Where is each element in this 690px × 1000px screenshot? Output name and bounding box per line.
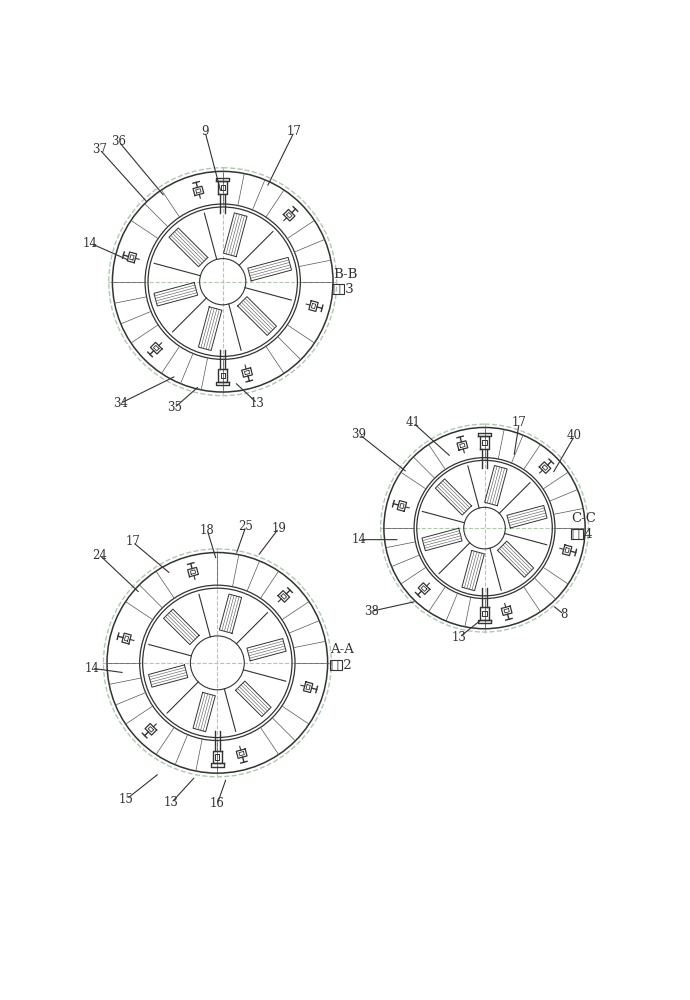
Text: 38: 38 <box>364 605 379 618</box>
Text: 37: 37 <box>92 143 107 156</box>
Text: 39: 39 <box>351 428 366 441</box>
Text: 9: 9 <box>201 125 209 138</box>
Text: 图 3: 图 3 <box>333 283 353 296</box>
Text: 8: 8 <box>560 608 567 621</box>
Text: 36: 36 <box>111 135 126 148</box>
Text: 14: 14 <box>84 662 99 675</box>
Text: 25: 25 <box>238 520 253 533</box>
Text: 34: 34 <box>113 397 128 410</box>
Text: A-A: A-A <box>331 643 355 656</box>
Text: 15: 15 <box>119 793 134 806</box>
Text: 41: 41 <box>406 416 420 429</box>
Text: 24: 24 <box>92 549 107 562</box>
Text: 35: 35 <box>167 401 181 414</box>
Text: B-B: B-B <box>333 267 357 280</box>
Text: C-C: C-C <box>571 512 596 525</box>
Text: 14: 14 <box>352 533 366 546</box>
Text: 17: 17 <box>512 416 526 429</box>
Text: 13: 13 <box>452 631 466 644</box>
Text: 17: 17 <box>287 125 302 138</box>
Text: 图 2: 图 2 <box>331 659 351 672</box>
Text: 13: 13 <box>250 397 265 410</box>
Text: 16: 16 <box>210 797 225 810</box>
Text: 19: 19 <box>271 522 286 535</box>
Text: 40: 40 <box>567 429 582 442</box>
Text: 图 4: 图 4 <box>571 528 592 541</box>
Text: 13: 13 <box>164 796 179 809</box>
Text: 14: 14 <box>83 237 98 250</box>
Text: 17: 17 <box>125 535 140 548</box>
Text: 18: 18 <box>200 524 215 537</box>
